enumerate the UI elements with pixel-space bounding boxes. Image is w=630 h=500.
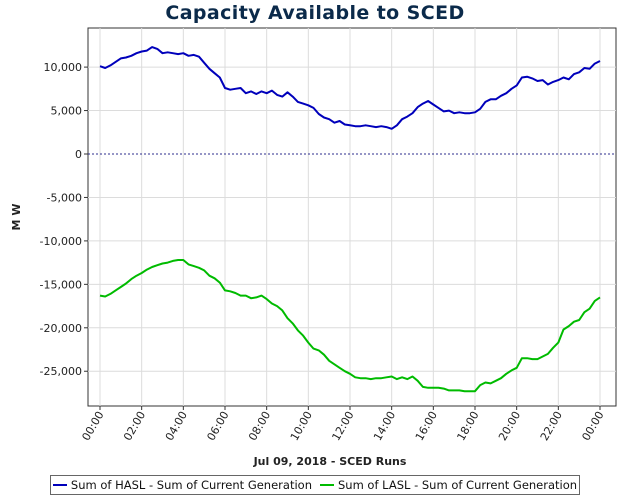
y-tick-label: 5,000: [51, 105, 83, 118]
x-tick-label: 02:00: [121, 409, 148, 443]
series-line-hasl: [99, 46, 601, 130]
y-tick-label: 10,000: [44, 61, 83, 74]
x-tick-label: 18:00: [454, 409, 481, 443]
plot-area: [87, 27, 617, 407]
y-axis-title: M W: [10, 204, 23, 231]
legend-swatch-hasl: [52, 484, 67, 486]
x-tick-label: 20:00: [496, 409, 523, 443]
legend-label-hasl: Sum of HASL - Sum of Current Generation: [70, 478, 312, 492]
x-tick-label: 16:00: [413, 409, 440, 443]
x-tick-label: 22:00: [538, 409, 565, 443]
grid-lines: [88, 28, 616, 406]
chart-title: Capacity Available to SCED: [165, 2, 465, 24]
x-tick-label: 14:00: [371, 409, 398, 443]
x-axis-title: Jul 09, 2018 - SCED Runs: [253, 455, 407, 468]
series-line-lasl: [99, 259, 601, 393]
x-tick-label: 06:00: [204, 409, 231, 443]
x-tick-label: 04:00: [163, 409, 190, 443]
x-tick-label: 00:00: [79, 409, 106, 443]
x-tick-label: 08:00: [246, 409, 273, 443]
x-tick-label: 10:00: [288, 409, 315, 443]
y-tick-label: 0: [75, 148, 82, 161]
legend-label-lasl: Sum of LASL - Sum of Current Generation: [337, 478, 578, 492]
y-tick-label: -25,000: [40, 365, 82, 378]
y-tick-label: -10,000: [40, 235, 82, 248]
x-axis: 00:00 02:00 04:00 06:00 08:00 10:00 12:00 14:00…: [79, 406, 607, 443]
legend: Sum of HASL - Sum of Current Generation …: [50, 475, 580, 495]
legend-item-lasl: Sum of LASL - Sum of Current Generation: [319, 478, 578, 492]
legend-swatch-lasl: [319, 484, 334, 486]
x-tick-label: 12:00: [329, 409, 356, 443]
legend-item-hasl: Sum of HASL - Sum of Current Generation: [52, 478, 312, 492]
y-axis: 10,000 5,000 0 -5,000 -10,000 -15,000 -20,000 -…: [40, 61, 88, 378]
y-tick-label: -5,000: [47, 191, 82, 204]
series-layer: [99, 46, 601, 393]
y-tick-label: -20,000: [40, 322, 82, 335]
y-tick-label: -15,000: [40, 278, 82, 291]
x-tick-label: 00:00: [579, 409, 606, 443]
